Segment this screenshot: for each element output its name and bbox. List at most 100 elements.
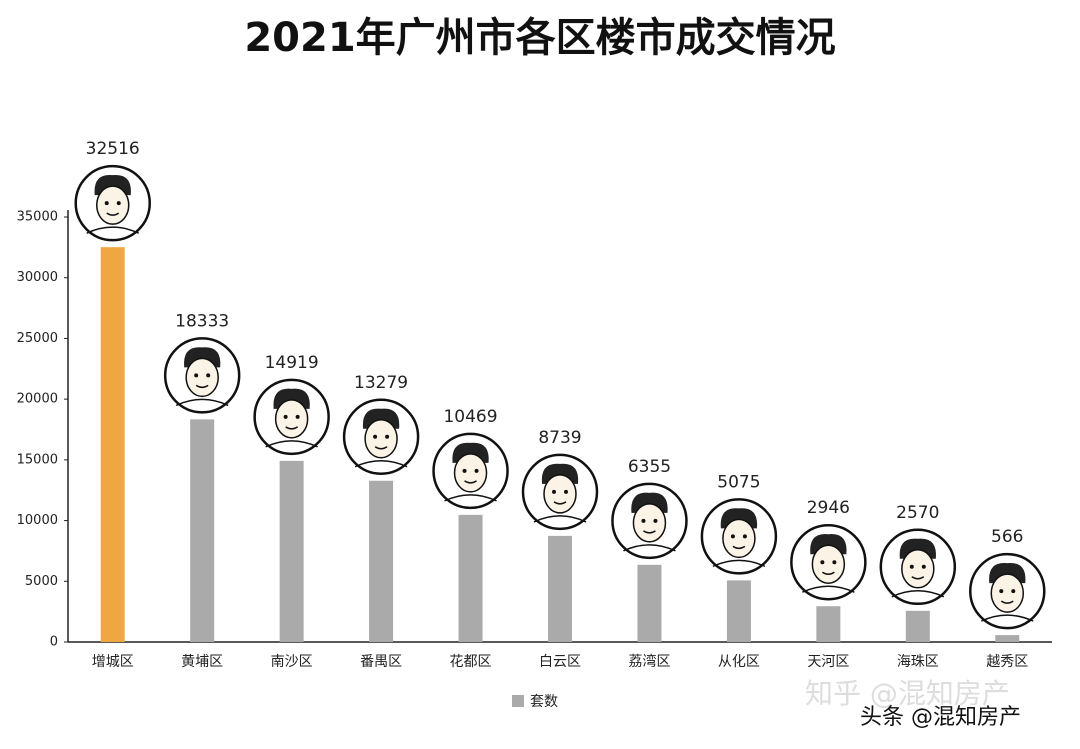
avatar-eye — [373, 434, 378, 439]
avatar-eye — [742, 534, 747, 539]
avatar-mouth — [643, 530, 656, 534]
avatar-face — [632, 503, 667, 543]
value-label: 14919 — [265, 353, 319, 373]
avatar-body — [354, 460, 408, 468]
bar — [995, 635, 1020, 642]
value-label: 10469 — [443, 407, 497, 427]
avatar-body — [86, 226, 140, 234]
x-tick-label: 从化区 — [718, 654, 760, 670]
value-label: 566 — [991, 527, 1023, 547]
x-tick-label: 白云区 — [539, 654, 581, 670]
chart-title: 2021年广州市各区楼市成交情况 — [244, 15, 835, 61]
avatar-mouth — [285, 426, 299, 430]
x-tick-label: 荔湾区 — [628, 653, 670, 670]
bar — [369, 480, 394, 642]
avatar-face — [543, 474, 577, 514]
avatar-eye — [1011, 589, 1016, 594]
avatar-mouth — [732, 545, 746, 550]
avatar-eye — [564, 489, 568, 494]
avatar-mouth — [553, 501, 567, 505]
x-tick-label: 南沙区 — [271, 654, 313, 670]
avatar-body — [980, 614, 1034, 622]
avatar-eye — [462, 468, 467, 473]
y-tick-label: 0 — [50, 635, 58, 650]
avatar-mouth — [464, 480, 477, 484]
avatar-body — [891, 590, 945, 598]
bar — [190, 419, 215, 642]
avatar-face — [95, 185, 130, 225]
avatar-mouth — [106, 212, 120, 216]
avatar-face — [901, 549, 935, 589]
avatar-eye — [283, 414, 288, 419]
value-label: 13279 — [354, 373, 408, 393]
avatar-eye — [206, 373, 211, 378]
avatar — [432, 432, 509, 510]
bar — [905, 610, 930, 642]
value-label: 5075 — [717, 472, 760, 492]
avatar — [74, 164, 151, 242]
y-tick-label: 25000 — [17, 331, 58, 346]
x-tick-label: 增城区 — [92, 654, 134, 670]
avatar-eye — [641, 518, 646, 523]
avatar-eye — [730, 534, 735, 539]
avatar-face — [811, 544, 846, 584]
avatar — [253, 378, 330, 456]
y-tick-label: 35000 — [17, 210, 58, 225]
bar — [548, 535, 572, 642]
avatar-mouth — [911, 576, 925, 580]
bar — [816, 606, 841, 642]
value-label: 32516 — [86, 139, 140, 159]
avatar-eye — [909, 564, 914, 569]
bar — [279, 460, 304, 642]
avatar — [700, 498, 778, 575]
avatar-eye — [820, 560, 825, 565]
bar — [100, 247, 125, 643]
avatar-eye — [999, 589, 1004, 594]
value-label: 2570 — [896, 503, 939, 523]
legend-label: 套数 — [530, 694, 558, 710]
avatar-eye — [653, 518, 658, 523]
avatar-eye — [474, 468, 479, 473]
avatar-eye — [104, 201, 109, 206]
avatar-face — [722, 518, 756, 559]
x-tick-label: 天河区 — [807, 654, 849, 670]
avatar — [879, 528, 957, 606]
bar — [637, 564, 662, 642]
avatar-body — [265, 440, 318, 448]
y-tick-label: 10000 — [17, 513, 58, 528]
avatar — [790, 523, 867, 601]
avatar-body — [175, 398, 229, 407]
watermark: 知乎 @混知房产 — [805, 677, 1010, 710]
avatar-eye — [385, 434, 390, 439]
value-label: 6355 — [628, 457, 671, 477]
avatar-body — [802, 585, 855, 593]
avatar-mouth — [195, 384, 209, 389]
avatar — [163, 337, 241, 414]
avatar — [969, 552, 1046, 630]
bar — [726, 580, 751, 642]
y-tick-label: 5000 — [25, 574, 58, 589]
avatar-mouth — [1000, 600, 1014, 604]
avatar-face — [364, 419, 398, 459]
avatar-body — [623, 544, 676, 552]
y-tick-label: 30000 — [17, 270, 58, 285]
avatar-face — [453, 453, 488, 493]
avatar-face — [990, 573, 1025, 613]
watermark: 头条 @混知房产 — [860, 705, 1021, 730]
avatar — [611, 482, 688, 560]
x-tick-label: 越秀区 — [986, 654, 1028, 670]
avatar-eye — [832, 560, 837, 565]
avatar-face — [185, 357, 219, 398]
x-tick-label: 黄埔区 — [181, 653, 223, 670]
y-tick-label: 15000 — [17, 452, 58, 467]
avatar — [342, 398, 420, 476]
legend-swatch — [512, 695, 524, 707]
x-tick-label: 海珠区 — [897, 654, 939, 670]
avatar-eye — [116, 201, 121, 206]
value-label: 18333 — [175, 311, 229, 331]
avatar-eye — [194, 373, 199, 378]
bar — [458, 514, 483, 642]
avatar-eye — [295, 414, 300, 419]
avatar-mouth — [374, 446, 388, 450]
value-label: 8739 — [538, 428, 581, 448]
